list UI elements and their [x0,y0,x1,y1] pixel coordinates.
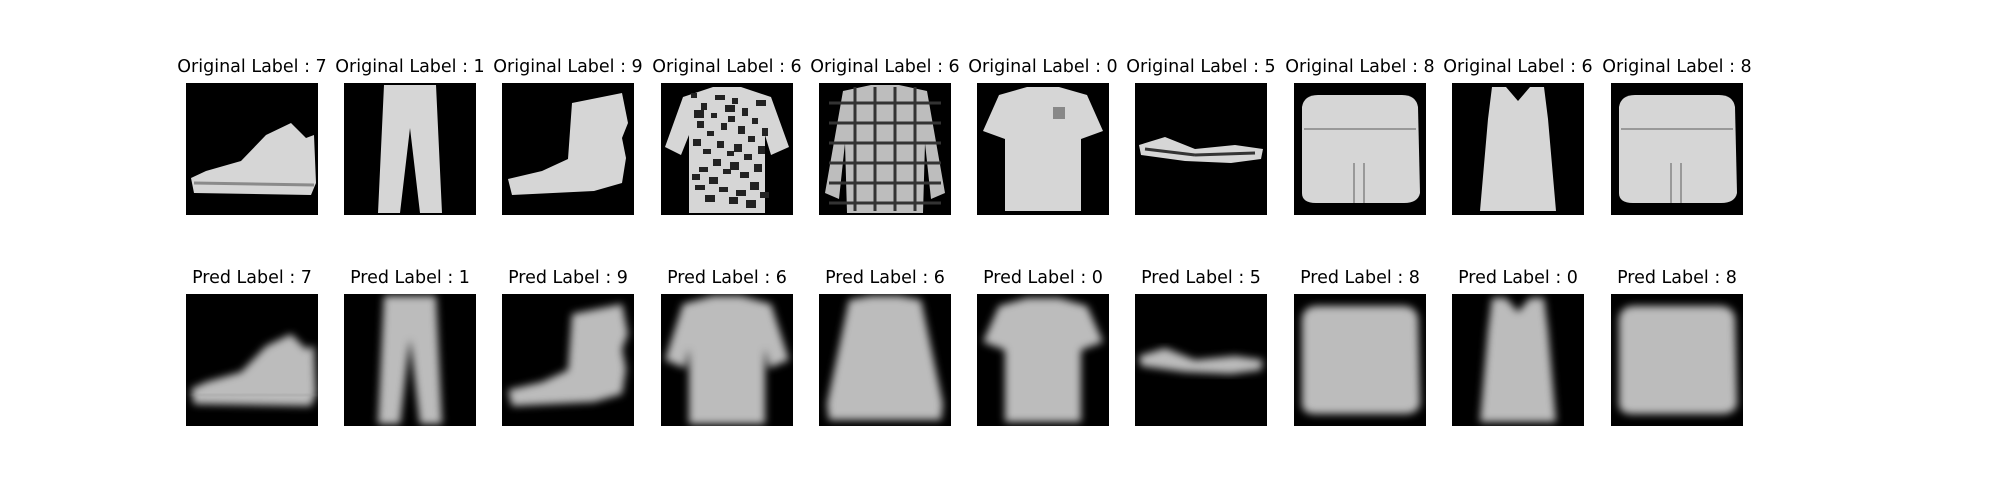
original-image-bag [1611,83,1743,215]
original-label-title: Original Label : 5 [1126,57,1276,77]
pred-label-title: Pred Label : 8 [1300,268,1420,288]
original-label-title: Original Label : 6 [1443,57,1593,77]
reconstructed-image-t-shirt [977,294,1109,426]
reconstructed-image-tank-top [1452,294,1584,426]
original-label-title: Original Label : 1 [335,57,485,77]
original-image-ankle-boot [502,83,634,215]
pred-label-title: Pred Label : 9 [508,268,628,288]
original-image-t-shirt [977,83,1109,215]
original-image-bag [1294,83,1426,215]
reconstructed-image-bag [1294,294,1426,426]
pred-label-title: Pred Label : 7 [192,268,312,288]
original-image-trouser [344,83,476,215]
reconstructed-image-bag [1611,294,1743,426]
pred-label-title: Pred Label : 6 [667,268,787,288]
original-label-title: Original Label : 0 [968,57,1118,77]
pred-label-title: Pred Label : 1 [350,268,470,288]
pred-label-title: Pred Label : 8 [1617,268,1737,288]
reconstructed-image-sandal [1135,294,1267,426]
pred-label-title: Pred Label : 5 [1141,268,1261,288]
original-label-title: Original Label : 8 [1602,57,1752,77]
pred-label-title: Pred Label : 0 [1458,268,1578,288]
pred-label-title: Pred Label : 6 [825,268,945,288]
reconstructed-image-sneaker [186,294,318,426]
original-image-tank-top [1452,83,1584,215]
reconstructed-image-pullover [819,294,951,426]
original-label-title: Original Label : 8 [1285,57,1435,77]
original-image-patterned-shirt [661,83,793,215]
original-label-title: Original Label : 6 [652,57,802,77]
original-image-plaid-shirt [819,83,951,215]
original-image-sneaker [186,83,318,215]
original-image-sandal [1135,83,1267,215]
pred-label-title: Pred Label : 0 [983,268,1103,288]
original-label-title: Original Label : 7 [177,57,327,77]
original-label-title: Original Label : 9 [493,57,643,77]
reconstructed-image-ankle-boot [502,294,634,426]
reconstructed-image-trouser [344,294,476,426]
reconstructed-image-shirt [661,294,793,426]
original-label-title: Original Label : 6 [810,57,960,77]
